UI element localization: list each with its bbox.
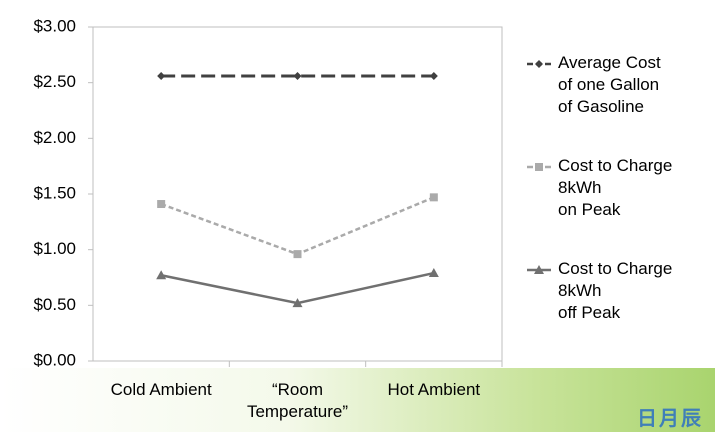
marker [156,270,167,280]
series-line [160,196,435,256]
footer-band [0,368,715,432]
marker [293,71,302,80]
legend-marker [534,265,544,274]
x-tick-label: “Room Temperature” [246,380,349,421]
x-tick-label: Cold Ambient [110,380,212,399]
marker [292,298,303,308]
watermark: 日月辰 [637,408,703,430]
x-tick-label: Hot Ambient [387,380,481,399]
y-tick-label: $1.50 [33,183,76,202]
legend-label: Average Cost of one Gallon of Gasoline [558,53,661,116]
y-tick-label: $1.00 [33,239,76,258]
y-tick-label: $2.00 [33,128,76,147]
y-tick-label: $0.00 [33,350,76,369]
marker [428,268,439,278]
marker [293,250,302,259]
legend-marker [535,163,543,171]
y-tick-label: $0.50 [33,295,76,314]
y-tick-label: $2.50 [33,72,76,91]
legend-label: Cost to Charge 8kWh on Peak [558,156,673,219]
marker [429,193,438,202]
marker [157,71,166,80]
marker [429,71,438,80]
y-tick-label: $3.00 [33,16,76,35]
legend-label: Cost to Charge 8kWh off Peak [558,259,673,322]
marker [157,200,166,209]
legend-marker [535,60,543,68]
